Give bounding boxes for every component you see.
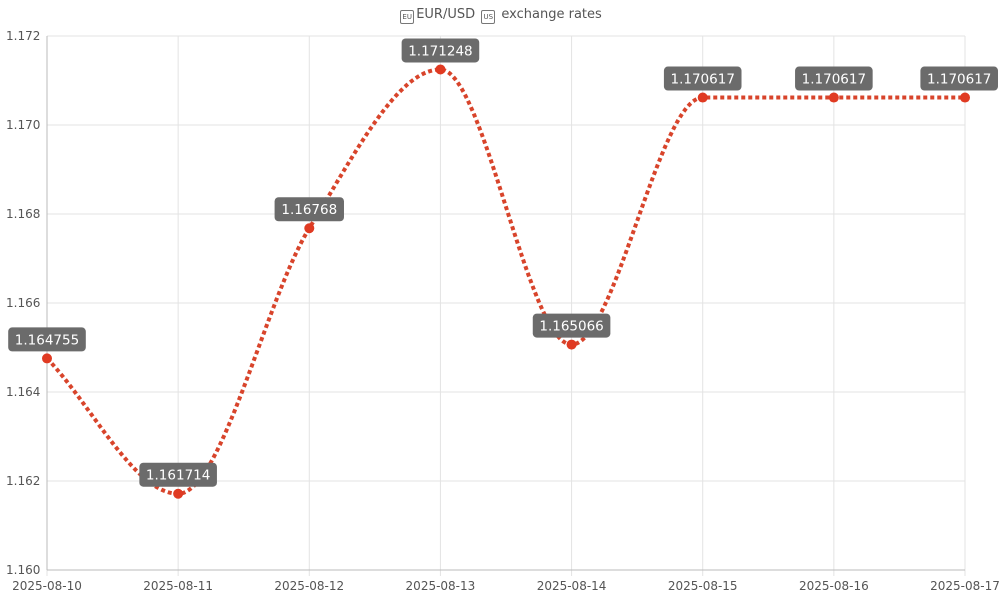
data-point (304, 223, 315, 234)
x-tick-label: 2025-08-10 (12, 579, 82, 593)
data-label: 1.170617 (802, 72, 866, 88)
data-label-box (920, 66, 998, 91)
data-label: 1.161714 (146, 468, 210, 484)
data-label-box (795, 66, 873, 91)
y-tick-label: 1.172 (6, 29, 40, 43)
data-point (435, 64, 446, 75)
data-point (42, 353, 52, 364)
x-tick-label: 2025-08-12 (274, 579, 344, 593)
data-label: 1.171248 (408, 43, 472, 59)
eu-flag-icon: EU (400, 10, 415, 24)
data-point (960, 92, 970, 103)
data-label: 1.164755 (15, 332, 79, 348)
x-tick-label: 2025-08-15 (668, 579, 738, 593)
y-tick-label: 1.160 (6, 563, 40, 577)
data-label-box (8, 327, 86, 352)
title-text: exchange rates (501, 7, 602, 22)
x-tick-label: 2025-08-14 (537, 579, 607, 593)
title-quote-currency: USD (447, 7, 476, 22)
us-flag-icon: US (481, 10, 496, 24)
data-label: 1.16768 (281, 202, 337, 218)
x-tick-label: 2025-08-13 (406, 579, 476, 593)
data-label-box (663, 66, 742, 91)
y-tick-label: 1.170 (6, 118, 40, 132)
x-tick-label: 2025-08-16 (799, 579, 869, 593)
x-tick-label: 2025-08-17 (930, 579, 1000, 593)
y-tick-label: 1.164 (6, 385, 40, 399)
data-label-box (274, 197, 344, 222)
x-tick-label: 2025-08-11 (143, 579, 213, 593)
y-tick-label: 1.168 (6, 207, 40, 221)
series-line (45, 67, 965, 496)
data-point (173, 488, 184, 499)
data-point (828, 92, 839, 103)
chart-title: EU EUR/USD US exchange rates (0, 7, 1000, 24)
data-point (566, 339, 577, 350)
data-label-box (532, 313, 611, 338)
y-tick-label: 1.166 (6, 296, 40, 310)
title-base-currency: EUR (416, 7, 443, 22)
data-label-box (401, 38, 480, 63)
data-label: 1.165066 (539, 319, 603, 335)
data-label-box (139, 462, 217, 487)
data-point (697, 92, 708, 103)
data-label: 1.170617 (671, 72, 735, 88)
data-label: 1.170617 (927, 72, 991, 88)
y-tick-label: 1.162 (6, 474, 40, 488)
